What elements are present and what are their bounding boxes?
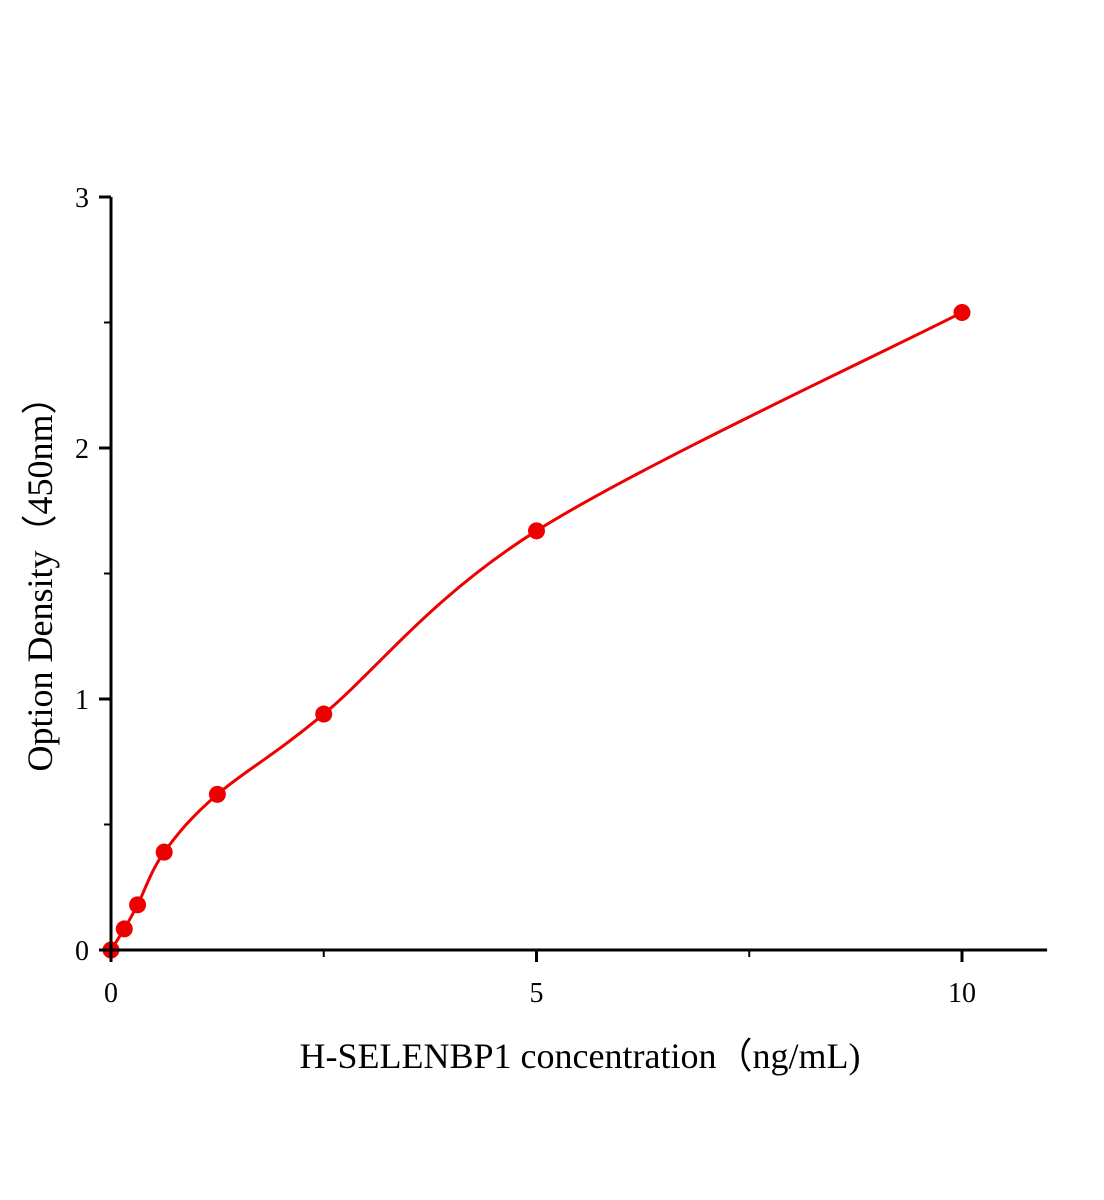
- data-point: [155, 843, 173, 861]
- x-axis-title: H-SELENBP1 concentration（ng/mL): [300, 1036, 861, 1076]
- data-point: [129, 896, 147, 914]
- y-tick-label: 1: [75, 685, 89, 716]
- y-tick-label: 2: [75, 434, 89, 465]
- data-point: [315, 705, 333, 723]
- y-tick-label: 3: [75, 183, 89, 214]
- x-tick-label: 0: [104, 978, 118, 1009]
- data-point: [115, 920, 133, 938]
- data-point: [953, 303, 971, 321]
- data-point: [208, 785, 226, 803]
- y-axis-title: Option Density（450nm）: [20, 379, 60, 772]
- data-point: [528, 522, 545, 540]
- y-tick-label: 0: [75, 936, 89, 967]
- x-tick-label: 5: [530, 978, 544, 1009]
- x-tick-label: 10: [948, 978, 976, 1009]
- fit-curve: [109, 311, 963, 951]
